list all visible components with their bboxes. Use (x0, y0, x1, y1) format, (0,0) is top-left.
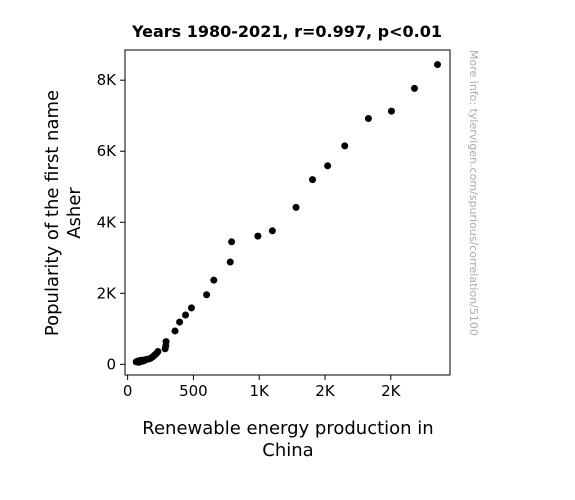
data-point (410, 84, 418, 92)
plot-area-frame (124, 49, 451, 376)
x-tick-label: 2K (381, 382, 402, 400)
data-point (154, 348, 162, 356)
y-tick-label: 2K (97, 284, 118, 302)
y-tick-label: 6K (97, 142, 118, 160)
data-point (203, 291, 211, 299)
data-point (182, 311, 190, 319)
x-tick-label: 2K (315, 382, 336, 400)
data-point (228, 238, 236, 246)
data-point (341, 142, 349, 150)
data-point (162, 338, 170, 346)
data-point (187, 304, 195, 312)
data-point (387, 107, 395, 115)
data-point (268, 227, 276, 235)
chart-title: Years 1980-2021, r=0.997, p<0.01 (131, 22, 442, 41)
y-axis-label: Popularity of the first name Asher (42, 90, 85, 336)
y-axis-ticks: 0 2K 4K 6K 8K (97, 71, 125, 373)
data-point (309, 176, 316, 184)
x-axis-label-line1: Renewable energy production in (142, 418, 433, 439)
data-point (171, 327, 179, 335)
x-tick-label: 500 (179, 382, 208, 400)
y-tick-label: 0 (106, 355, 116, 373)
y-axis-label-line1: Popularity of the first name (42, 90, 63, 336)
data-points (132, 61, 441, 366)
x-axis-label: Renewable energy production in China (142, 418, 433, 461)
data-point (226, 258, 234, 266)
data-point (210, 276, 218, 284)
data-point (254, 232, 262, 240)
data-point (364, 115, 372, 123)
y-tick-label: 8K (97, 71, 118, 89)
data-point (176, 318, 184, 326)
data-point (324, 162, 332, 170)
watermark-text: More info: tylervigen.com/spurious/corre… (467, 50, 480, 336)
x-tick-label: 1K (250, 382, 271, 400)
y-axis-label-line2: Asher (64, 187, 85, 239)
x-axis-ticks: 0 500 1K 2K 2K (123, 375, 402, 400)
x-axis-label-line2: China (262, 440, 313, 461)
data-point (434, 61, 441, 69)
x-tick-label: 0 (123, 382, 133, 400)
y-tick-label: 4K (97, 213, 118, 231)
data-point (292, 203, 300, 211)
